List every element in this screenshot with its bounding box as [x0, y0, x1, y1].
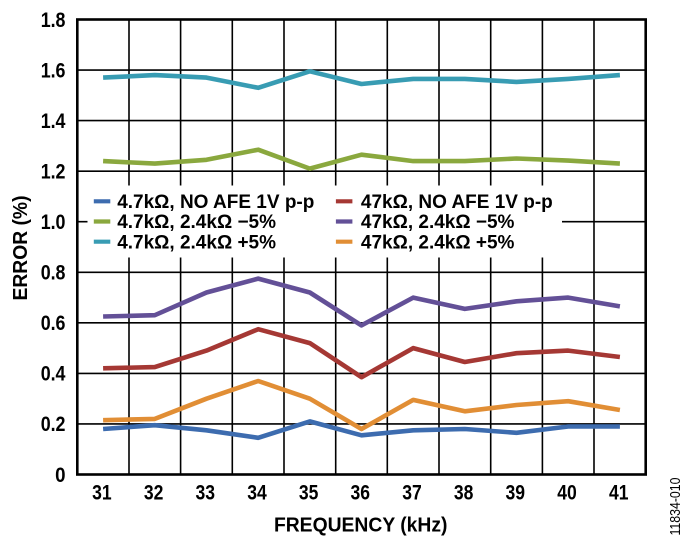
- svg-text:39: 39: [506, 481, 526, 504]
- svg-text:4.7kΩ, 2.4kΩ +5%: 4.7kΩ, 2.4kΩ +5%: [117, 232, 276, 253]
- svg-text:41: 41: [609, 481, 629, 504]
- svg-text:1.4: 1.4: [41, 110, 66, 133]
- svg-text:47kΩ, 2.4kΩ −5%: 47kΩ, 2.4kΩ −5%: [361, 212, 515, 233]
- svg-text:32: 32: [144, 481, 164, 504]
- svg-text:1.2: 1.2: [41, 161, 66, 184]
- svg-text:47kΩ, 2.4kΩ +5%: 47kΩ, 2.4kΩ +5%: [361, 232, 515, 253]
- svg-text:1.6: 1.6: [41, 59, 66, 82]
- svg-text:33: 33: [196, 481, 216, 504]
- svg-text:38: 38: [454, 481, 474, 504]
- svg-text:4.7kΩ, 2.4kΩ −5%: 4.7kΩ, 2.4kΩ −5%: [117, 212, 276, 233]
- svg-text:47kΩ, NO AFE 1V p-p: 47kΩ, NO AFE 1V p-p: [361, 192, 553, 213]
- svg-text:1.0: 1.0: [41, 211, 66, 234]
- svg-text:37: 37: [402, 481, 422, 504]
- svg-text:0: 0: [55, 464, 65, 487]
- svg-text:4.7kΩ, NO AFE 1V p-p: 4.7kΩ, NO AFE 1V p-p: [117, 192, 314, 213]
- svg-text:34: 34: [247, 481, 267, 504]
- svg-text:40: 40: [557, 481, 577, 504]
- svg-text:ERROR (%): ERROR (%): [10, 196, 32, 301]
- svg-text:FREQUENCY (kHz): FREQUENCY (kHz): [274, 515, 448, 537]
- svg-text:31: 31: [92, 481, 112, 504]
- svg-text:0.4: 0.4: [41, 363, 66, 386]
- svg-text:0.2: 0.2: [41, 413, 66, 436]
- svg-text:11834-010: 11834-010: [668, 478, 684, 536]
- svg-text:1.8: 1.8: [41, 9, 66, 32]
- svg-text:36: 36: [351, 481, 371, 504]
- svg-text:35: 35: [299, 481, 319, 504]
- svg-text:0.6: 0.6: [41, 312, 66, 335]
- svg-text:0.8: 0.8: [41, 262, 66, 285]
